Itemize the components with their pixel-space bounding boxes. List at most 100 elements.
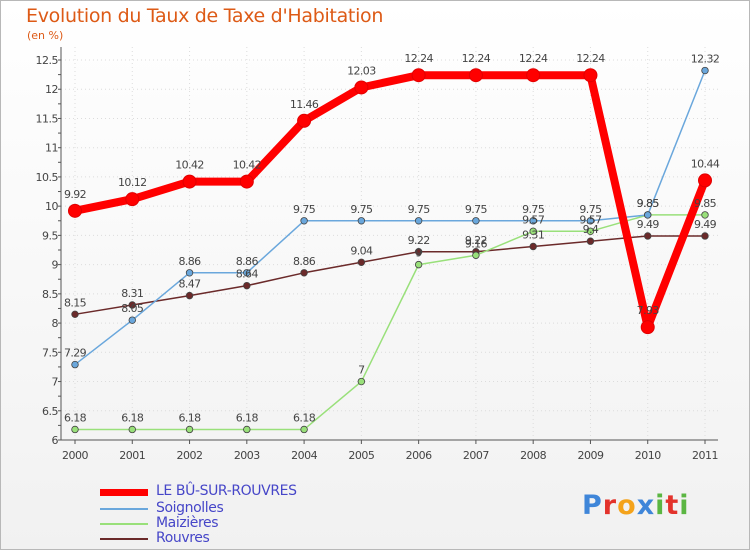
series-point (71, 310, 79, 319)
x-tick-label: 2006 (406, 449, 432, 462)
series-point (529, 217, 537, 225)
data-label: 9.16 (465, 237, 488, 250)
y-tick-label: 7.5 (42, 346, 58, 359)
data-label: 9.75 (408, 203, 431, 216)
series-point (583, 68, 598, 83)
series-point (243, 281, 251, 290)
data-label: 8.47 (178, 278, 201, 291)
data-label: 9.85 (694, 197, 717, 210)
series-point (414, 217, 423, 225)
data-label: 7.93 (637, 304, 660, 317)
series-point (357, 217, 366, 225)
legend-item-rouvres: Rouvres (100, 530, 360, 547)
chart-subtitle: (en %) (27, 29, 64, 42)
series-line-1 (74, 69, 706, 366)
data-label: 7.29 (64, 347, 87, 360)
y-tick-label: 6 (52, 434, 59, 447)
data-label: 9.31 (522, 228, 544, 241)
data-label: 9.49 (694, 218, 717, 231)
legend-item-maizieres: Maizières (100, 515, 360, 532)
y-tick-label: 12 (45, 83, 58, 96)
legend-swatch (100, 489, 148, 496)
x-tick-label: 2004 (291, 449, 317, 462)
logo-letter: t (665, 490, 680, 521)
series-line-0 (71, 71, 709, 332)
series-point (586, 237, 595, 245)
series-point (414, 248, 423, 256)
x-tick-label: 2007 (463, 449, 489, 462)
data-label: 10.42 (233, 159, 262, 172)
data-label: 8.86 (236, 255, 259, 268)
series-point (586, 217, 595, 225)
logo-letter: i (679, 490, 690, 521)
series-point (701, 211, 709, 219)
y-tick-label: 11 (45, 142, 58, 155)
series-point (239, 174, 254, 189)
series-point (182, 174, 197, 189)
y-tick-label: 9.5 (42, 229, 58, 242)
data-label: 8.86 (178, 255, 201, 268)
data-label: 8.31 (121, 287, 143, 300)
data-label: 6.18 (64, 411, 87, 424)
series-point (357, 258, 366, 266)
data-label: 12.24 (576, 52, 605, 65)
x-tick-label: 2008 (520, 449, 546, 462)
series-point (701, 66, 709, 75)
series-point (185, 291, 194, 300)
series-line-3 (74, 235, 706, 316)
data-label: 9.75 (350, 203, 373, 216)
data-label: 9.57 (522, 213, 545, 226)
series-point (243, 425, 251, 434)
y-tick-label: 10 (45, 200, 58, 213)
series-point (300, 217, 308, 225)
series-point (644, 211, 652, 219)
legend-label: LE BÛ-SUR-ROUVRES (156, 483, 297, 499)
series-point (529, 227, 537, 235)
y-tick-label: 6.5 (42, 405, 58, 418)
y-tick-label: 9 (52, 259, 59, 272)
y-tick-label: 8 (52, 317, 59, 330)
logo-letter: o (617, 490, 637, 521)
data-label: 9.4 (583, 223, 599, 236)
data-label: 12.03 (347, 64, 376, 77)
logo-letter: r (602, 490, 618, 521)
series-point (128, 316, 136, 324)
data-label: 9.49 (637, 218, 660, 231)
series-point (472, 251, 480, 259)
data-label: 9.75 (579, 203, 602, 216)
data-label: 12.24 (462, 52, 491, 65)
series-point (128, 425, 136, 434)
y-tick-label: 7 (52, 376, 59, 389)
series-point (411, 68, 426, 83)
logo-letter: x (636, 490, 656, 521)
data-label: 12.24 (404, 52, 433, 65)
legend-swatch (100, 523, 148, 525)
series-point (468, 68, 483, 83)
series-point (640, 320, 655, 335)
series-point (300, 425, 308, 434)
data-label: 7 (358, 364, 365, 377)
data-label: 9 (415, 247, 422, 260)
data-label: 9.85 (637, 197, 660, 210)
series-point (586, 227, 595, 235)
data-label: 10.44 (691, 157, 720, 170)
legend-label: Rouvres (156, 530, 210, 546)
data-label: 11.46 (290, 98, 319, 111)
legend-label: Maizières (156, 515, 219, 531)
data-label: 6.18 (121, 411, 144, 424)
chart-title: Evolution du Taux de Taxe d'Habitation (26, 5, 384, 27)
data-label: 9.75 (293, 203, 316, 216)
data-label: 9.22 (408, 234, 430, 247)
legend-item-soignolles: Soignolles (100, 500, 360, 517)
series-point (526, 68, 541, 83)
series-line-2 (74, 214, 706, 431)
legend-swatch (100, 538, 148, 540)
series-point (125, 192, 140, 207)
data-label: 9.57 (579, 213, 602, 226)
data-label: 8.64 (236, 268, 259, 281)
data-label: 8.86 (293, 255, 316, 268)
y-tick-label: 11.5 (36, 112, 59, 125)
series-point (472, 217, 480, 225)
data-label: 9.92 (64, 188, 86, 201)
data-label: 8.05 (121, 302, 144, 315)
